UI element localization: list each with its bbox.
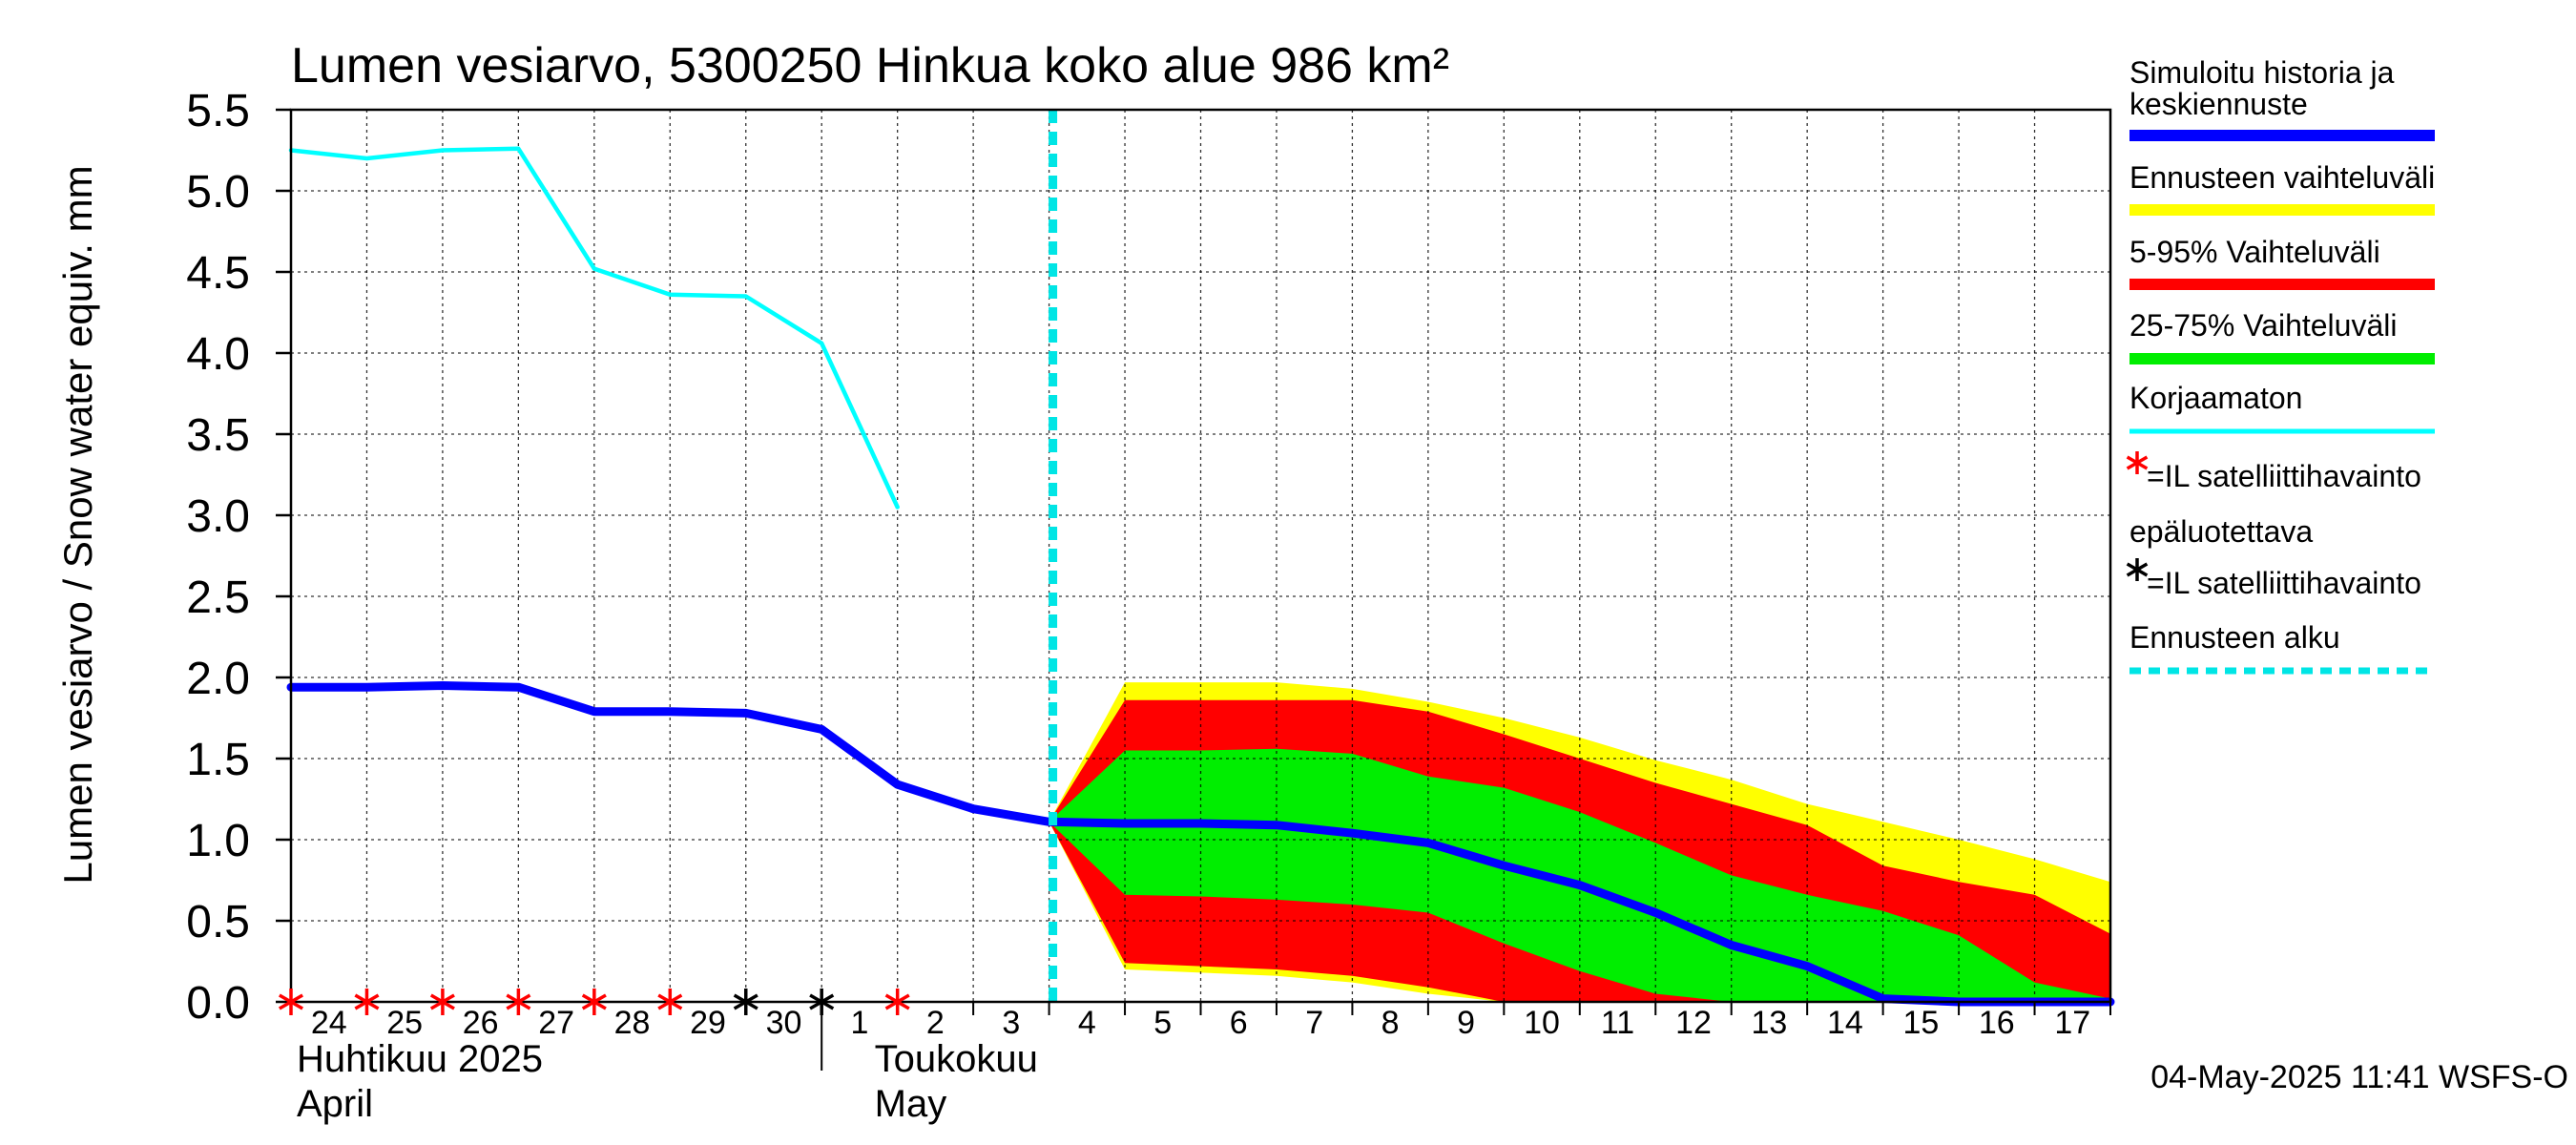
satellite-observations [279,989,910,1015]
x-tick-label: 25 [386,1005,423,1041]
y-axis-label: Lumen vesiarvo / Snow water equiv. mm [55,165,100,884]
legend-label-il-unreliable: =IL satelliittihavainto [2147,566,2421,600]
series-line-simulated [286,681,2115,1007]
chart-title: Lumen vesiarvo, 5300250 Hinkua koko alue… [291,38,1449,94]
month-label: Huhtikuu 2025 [297,1038,543,1080]
y-tick-label: 3.0 [186,491,250,542]
grid [290,109,2111,1003]
x-tick-label: 28 [614,1005,651,1041]
timestamp-footer: 04-May-2025 11:41 WSFS-O [2150,1059,2568,1095]
x-tick-label: 6 [1230,1005,1248,1041]
x-tick-label: 2 [926,1005,945,1041]
x-tick-label: 10 [1524,1005,1560,1041]
x-tick-label: 24 [311,1005,347,1041]
star-stroke [809,993,835,1010]
observation-marker [354,989,380,1015]
x-tick-label: 27 [538,1005,574,1041]
x-tick-label: 12 [1675,1005,1712,1041]
legend-marker-il-unreliable [2126,558,2149,581]
legend-label-p5-95: 5-95% Vaihteluväli [2129,235,2380,269]
month-label-en: April [297,1083,373,1125]
series-line-uncorrected [288,146,900,510]
star-stroke [354,993,380,1010]
band-25-75 [1049,748,2110,1002]
star-stroke [429,993,455,1010]
star-stroke [2126,455,2149,470]
legend-label-il-observation: =IL satelliittihavainto [2147,459,2421,493]
x-tick-label: 4 [1078,1005,1096,1041]
observation-marker [733,989,758,1015]
star-stroke [581,993,607,1010]
star-stroke [279,993,303,1010]
y-tick-label: 1.5 [186,735,250,785]
x-tick-label: 3 [1002,1005,1020,1041]
x-tick-label: 1 [850,1005,868,1041]
x-tick-label: 17 [2054,1005,2090,1041]
y-tick-label: 2.0 [186,654,250,704]
y-tick-label: 0.0 [186,978,250,1029]
star-stroke [2126,562,2149,577]
y-tick-label: 1.0 [186,816,250,866]
observation-marker [884,989,910,1015]
star-stroke [506,993,531,1010]
star-stroke [884,993,910,1010]
y-tick-label: 4.0 [186,329,250,380]
legend-label-simulated: Simuloitu historia ja keskiennuste [2129,55,2395,121]
x-tick-label: 14 [1827,1005,1863,1041]
legend-marker-il-observation [2126,451,2149,474]
observation-marker [657,989,683,1015]
star-stroke [657,993,683,1010]
observation-marker [429,989,455,1015]
observation-marker [581,989,607,1015]
y-tick-label: 3.5 [186,410,250,461]
y-tick-label: 5.5 [186,86,250,136]
x-tick-label: 30 [766,1005,802,1041]
x-tick-label: 13 [1752,1005,1788,1041]
x-tick-label: 16 [1979,1005,2015,1041]
x-tick-label: 8 [1381,1005,1400,1041]
axes: 0.00.51.01.52.02.53.03.54.04.55.05.524 25… [186,86,2112,1125]
x-tick-label: 15 [1902,1005,1939,1041]
x-tick-label: 11 [1601,1005,1634,1041]
y-tick-label: 2.5 [186,572,250,623]
x-tick-label: 29 [690,1005,726,1041]
y-tick-label: 4.5 [186,248,250,299]
legend-label-p25-75: 25-75% Vaihteluväli [2129,308,2397,343]
observation-marker [506,989,531,1015]
month-label: Toukokuu [875,1038,1038,1080]
legend-label-forecast-start: Ennusteen alku [2129,620,2340,655]
x-tick-label: 5 [1153,1005,1172,1041]
legend-label-line: keskiennuste [2129,87,2308,121]
y-tick-label: 5.0 [186,167,250,218]
month-label-en: May [875,1083,947,1125]
legend: Simuloitu historia ja keskiennuste Ennuste… [2126,55,2435,675]
legend-label-range: Ennusteen vaihteluväli [2129,160,2435,195]
legend-label-line: Simuloitu historia ja [2129,55,2395,90]
legend-label-unreliable: epäluotettava [2129,514,2313,549]
y-tick-label: 0.5 [186,897,250,947]
legend-label-uncorrected: Korjaamaton [2129,381,2302,415]
forecast-bands [1049,682,2110,1002]
star-stroke [733,993,758,1010]
observation-marker [279,989,303,1015]
x-tick-label: 26 [463,1005,499,1041]
x-tick-label: 9 [1457,1005,1475,1041]
series-lines [286,110,2115,1007]
x-tick-label: 7 [1305,1005,1323,1041]
observation-marker [809,989,835,1015]
